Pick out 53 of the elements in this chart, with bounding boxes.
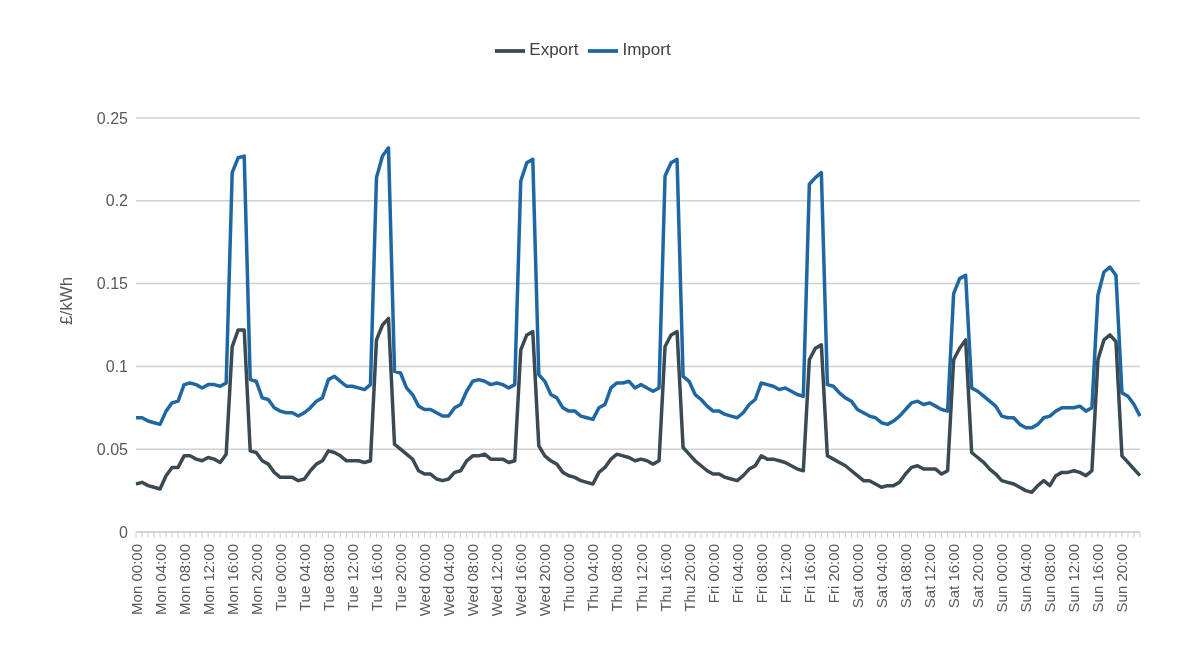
y-axis-title: £/kWh — [57, 276, 77, 325]
x-tick-label: Mon 12:00 — [199, 544, 217, 615]
x-tick-label: Tue 00:00 — [271, 544, 289, 611]
legend-label: Import — [622, 40, 671, 60]
x-tick-label: Thu 16:00 — [656, 544, 674, 612]
x-tick-label: Sun 12:00 — [1065, 544, 1083, 613]
x-tick-label: Thu 20:00 — [680, 544, 698, 612]
x-tick-label: Sat 20:00 — [969, 544, 987, 609]
x-tick-label: Tue 20:00 — [392, 544, 410, 611]
x-tick-label: Mon 08:00 — [175, 544, 193, 615]
x-tick-label: Fri 16:00 — [800, 544, 818, 604]
x-tick-label: Wed 12:00 — [488, 544, 506, 617]
x-tick-label: Wed 04:00 — [440, 544, 458, 617]
x-tick-label: Sat 12:00 — [921, 544, 939, 609]
x-tick-label: Sat 16:00 — [945, 544, 963, 609]
x-tick-label: Fri 12:00 — [776, 544, 794, 604]
y-tick-label: 0.05 — [96, 440, 129, 458]
x-tick-label: Tue 04:00 — [295, 544, 313, 611]
x-tick-label: Mon 04:00 — [151, 544, 169, 615]
x-tick-label: Tue 08:00 — [319, 544, 337, 611]
x-tick-label: Mon 16:00 — [223, 544, 241, 615]
y-tick-label: 0.2 — [105, 192, 129, 210]
x-tick-label: Sat 04:00 — [872, 544, 890, 609]
x-tick-label: Fri 20:00 — [824, 544, 842, 604]
x-tick-label: Sun 20:00 — [1113, 544, 1131, 613]
x-tick-label: Thu 04:00 — [584, 544, 602, 612]
x-tick-label: Sat 08:00 — [897, 544, 915, 609]
x-tick-label: Sat 00:00 — [848, 544, 866, 609]
x-tick-label: Fri 08:00 — [752, 544, 770, 604]
x-tick-label: Sun 16:00 — [1089, 544, 1107, 613]
x-tick-label: Wed 20:00 — [536, 544, 554, 617]
x-tick-label: Fri 00:00 — [704, 544, 722, 604]
x-tick-label: Thu 08:00 — [608, 544, 626, 612]
y-tick-label: 0.15 — [96, 275, 129, 293]
y-tick-label: 0 — [119, 523, 129, 541]
x-tick-label: Sun 00:00 — [993, 544, 1011, 613]
x-tick-label: Wed 00:00 — [416, 544, 434, 617]
x-tick-label: Mon 00:00 — [127, 544, 145, 615]
x-tick-label: Tue 16:00 — [367, 544, 385, 611]
y-tick-label: 0.25 — [96, 109, 129, 127]
x-tick-label: Sun 04:00 — [1017, 544, 1035, 613]
x-tick-label: Sun 08:00 — [1041, 544, 1059, 613]
x-tick-label: Tue 12:00 — [343, 544, 361, 611]
y-tick-label: 0.1 — [105, 358, 129, 376]
line-series — [134, 316, 1142, 495]
x-tick-label: Thu 00:00 — [560, 544, 578, 612]
legend-label: Export — [529, 40, 579, 60]
line-series — [134, 146, 1142, 430]
x-tick-label: Wed 08:00 — [464, 544, 482, 617]
x-tick-label: Fri 04:00 — [728, 544, 746, 604]
x-tick-label: Thu 12:00 — [632, 544, 650, 612]
x-tick-label: Wed 16:00 — [512, 544, 530, 617]
x-tick-label: Mon 20:00 — [247, 544, 265, 615]
